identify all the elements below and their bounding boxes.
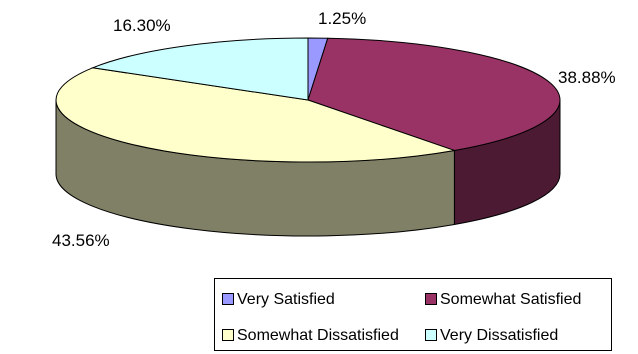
slice-label-somewhat-satisfied: 38.88% bbox=[558, 68, 616, 87]
legend-item-somewhat-dissatisfied: Somewhat Dissatisfied bbox=[222, 326, 399, 346]
slice-label-somewhat-dissatisfied: 43.56% bbox=[52, 231, 110, 250]
legend-swatch-very-dissatisfied bbox=[425, 329, 437, 341]
slice-label-very-dissatisfied: 16.30% bbox=[113, 16, 171, 35]
legend-label: Very Satisfied bbox=[237, 291, 335, 308]
legend-label: Somewhat Dissatisfied bbox=[237, 327, 399, 344]
slice-very-dissatisfied bbox=[90, 37, 309, 101]
pie-labels: 1.25% 38.88% 43.56% 16.30% bbox=[52, 9, 616, 250]
legend-item-very-dissatisfied: Very Dissatisfied bbox=[425, 326, 558, 346]
legend-label: Very Dissatisfied bbox=[440, 327, 559, 344]
pie-sides bbox=[55, 99, 561, 237]
legend-swatch-somewhat-satisfied bbox=[425, 293, 437, 305]
legend-item-somewhat-satisfied: Somewhat Satisfied bbox=[425, 290, 581, 310]
chart-legend: Very Satisfied Somewhat Satisfied Somewh… bbox=[214, 278, 612, 351]
slice-somewhat-satisfied bbox=[307, 37, 561, 151]
legend-swatch-somewhat-dissatisfied bbox=[222, 329, 234, 341]
pie-chart: 1.25% 38.88% 43.56% 16.30% bbox=[52, 9, 616, 250]
pie-tops bbox=[55, 37, 561, 163]
legend-item-very-satisfied: Very Satisfied bbox=[222, 290, 335, 310]
legend-label: Somewhat Satisfied bbox=[440, 291, 582, 308]
legend-swatch-very-satisfied bbox=[222, 293, 234, 305]
slice-somewhat-dissatisfied bbox=[55, 67, 455, 163]
slice-label-very-satisfied: 1.25% bbox=[318, 9, 366, 28]
